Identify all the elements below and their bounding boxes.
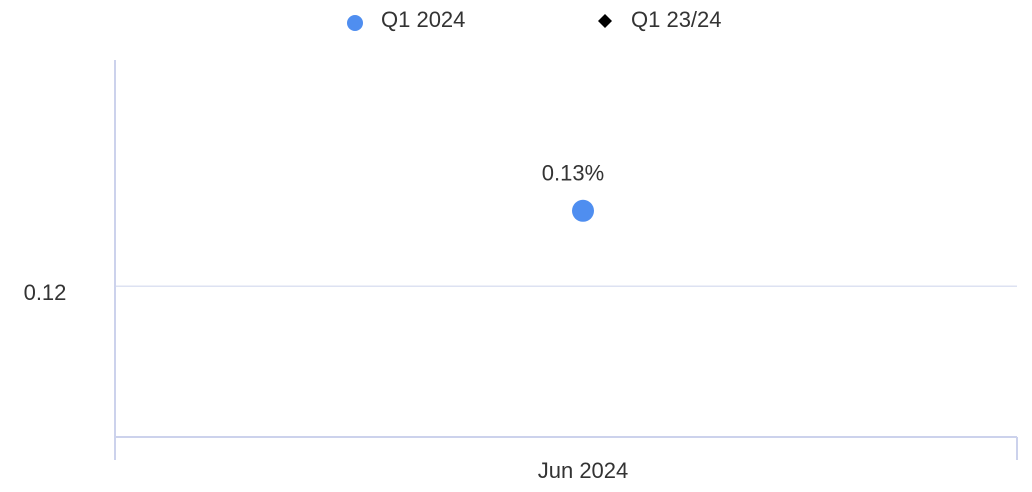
legend-label: Q1 2024: [381, 7, 465, 32]
legend-label: Q1 23/24: [631, 7, 722, 32]
data-label: 0.13%: [542, 161, 604, 186]
x-tick-label: Jun 2024: [538, 458, 629, 483]
legend-marker: [347, 15, 363, 31]
legend-marker: [598, 14, 612, 28]
point: [572, 199, 594, 222]
y-tick-label: 0.12: [24, 280, 67, 305]
